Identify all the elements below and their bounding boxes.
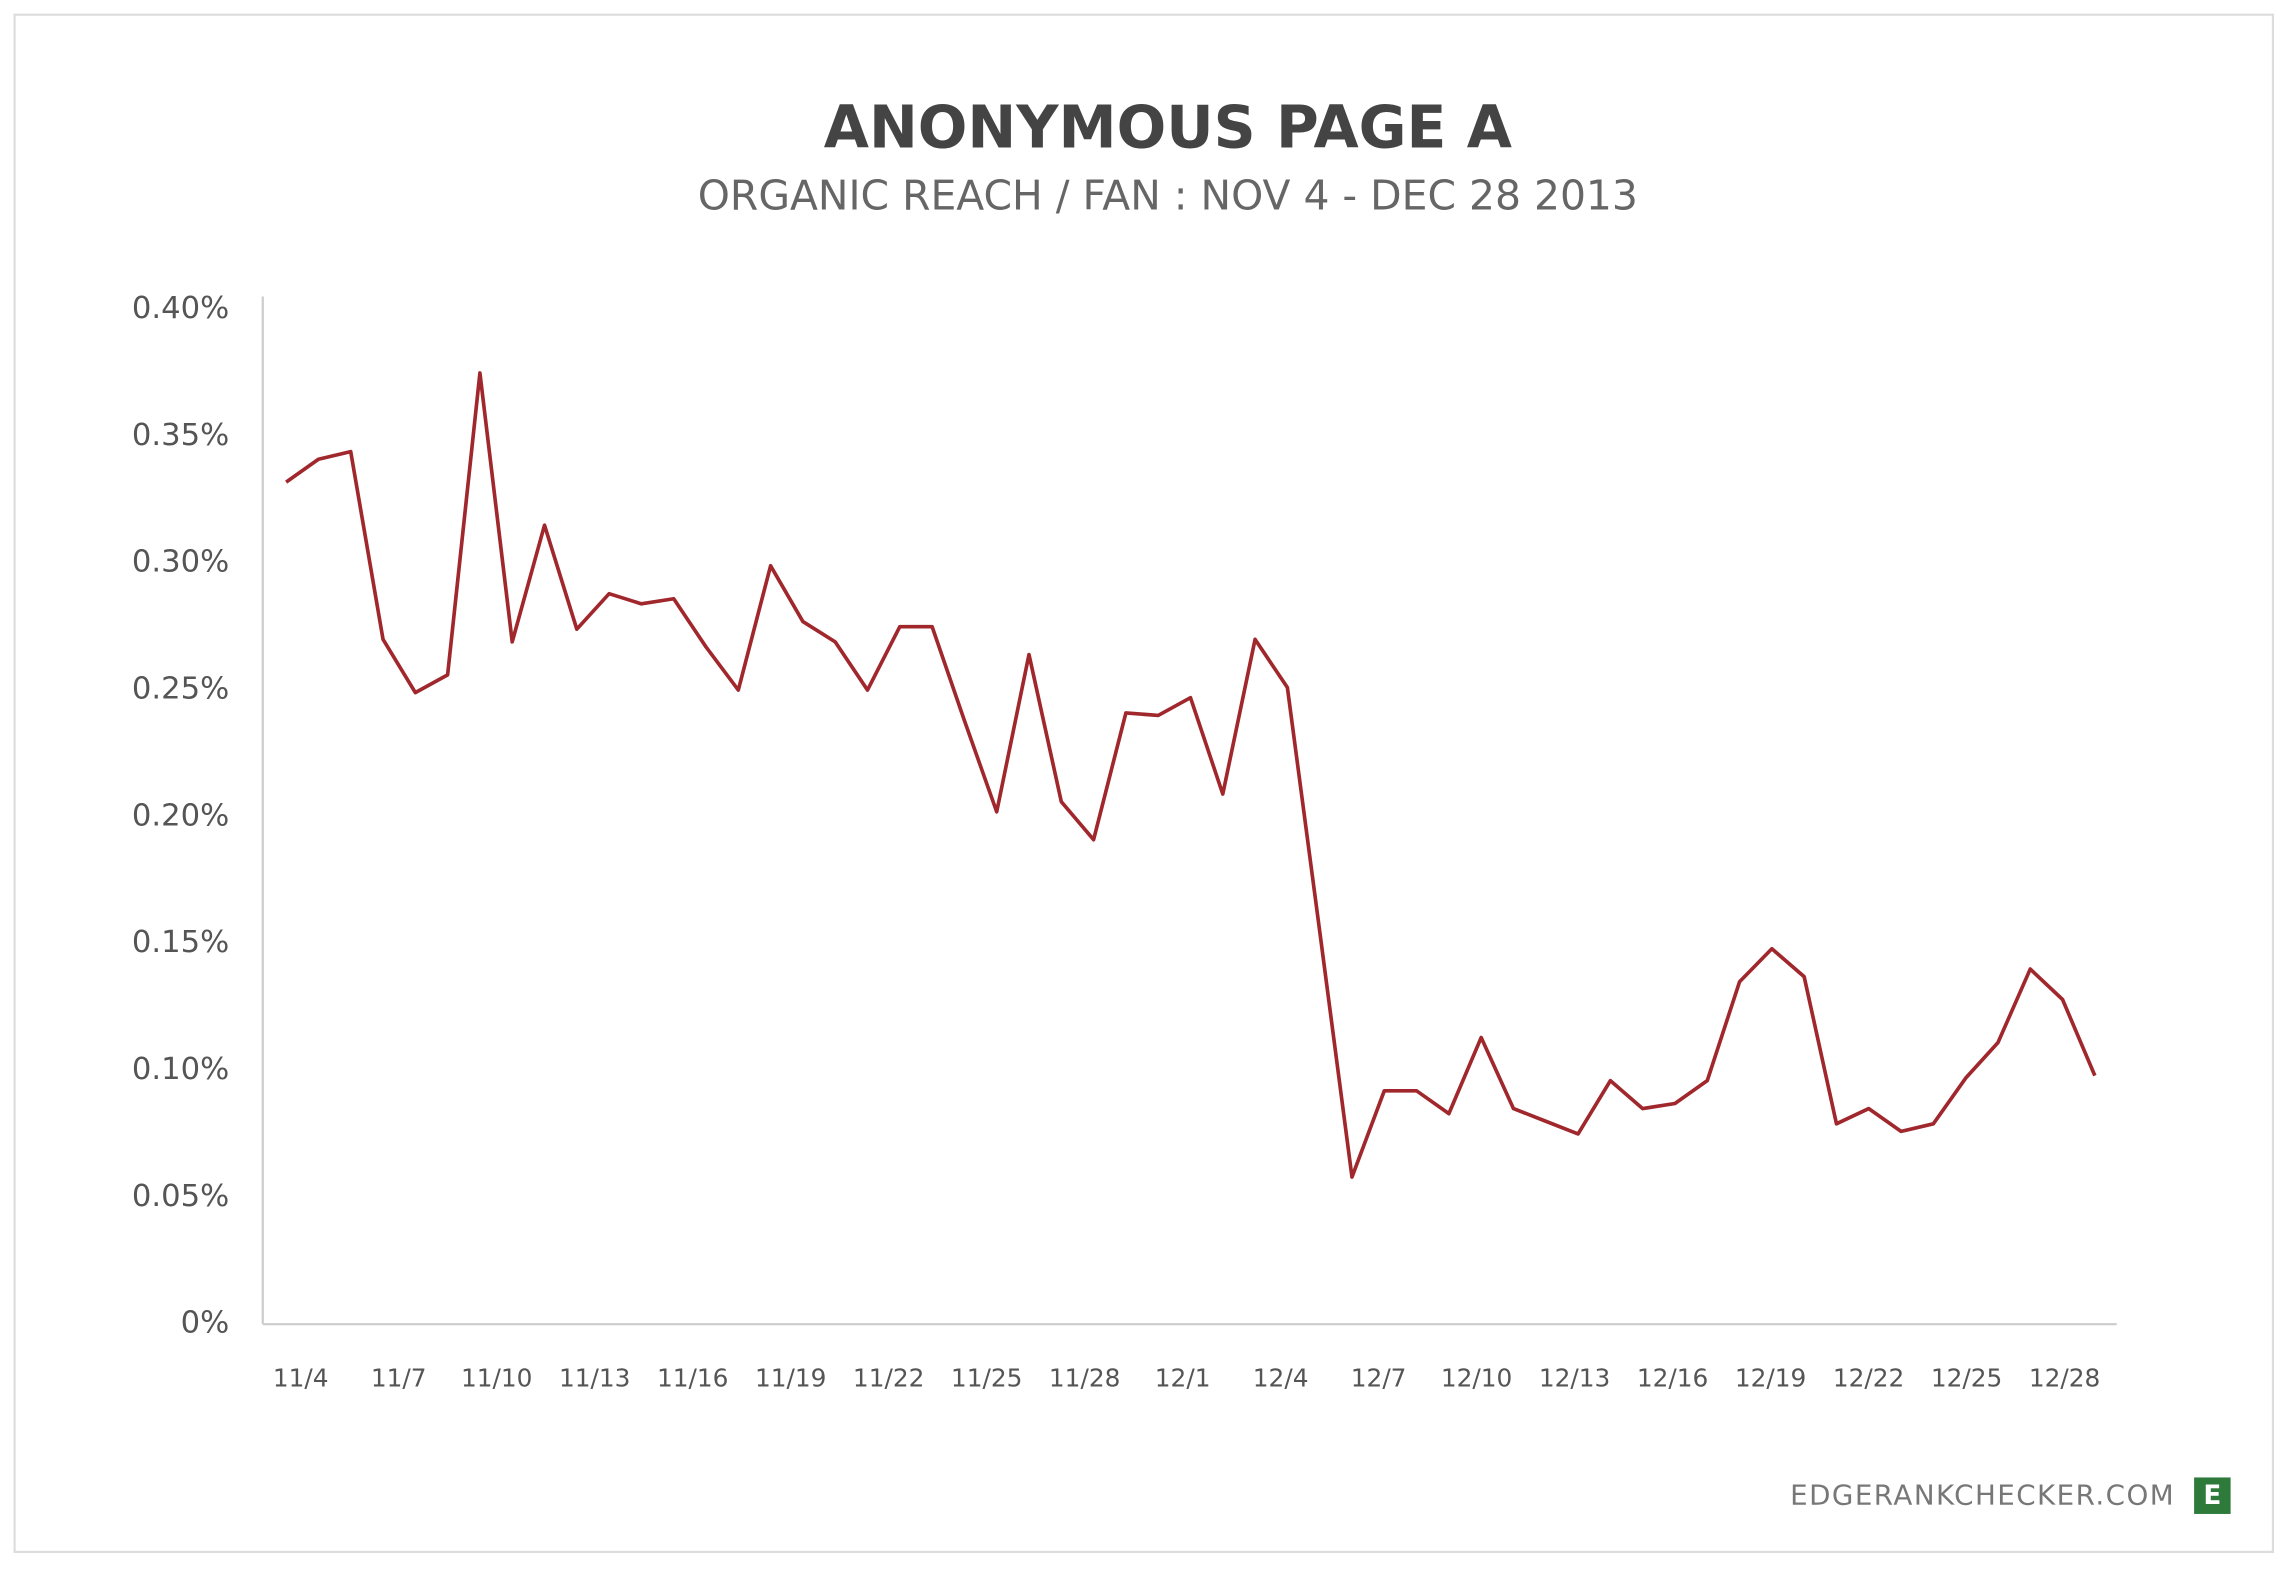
data-line [285,371,2097,1179]
x-tick-label: 12/19 [1735,1364,1806,1393]
x-tick-label: 12/13 [1539,1364,1610,1393]
y-tick-label: 0.25% [132,672,229,707]
logo-box [2194,1477,2231,1514]
x-tick-label: 11/10 [461,1364,532,1393]
chart-title: ANONYMOUS PAGE A [824,94,1512,162]
y-tick-label: 0.10% [132,1052,229,1087]
chart-subtitle: ORGANIC REACH / FAN : NOV 4 - DEC 28 201… [698,172,1638,220]
x-tick-label: 12/16 [1637,1364,1708,1393]
footer: EDGERANKCHECKER.COM [1790,1478,2175,1511]
y-tick-label: 0.30% [132,545,229,580]
x-tick-label: 11/13 [559,1364,630,1393]
x-tick-label: 12/1 [1155,1364,1211,1393]
x-tick-label: 12/25 [1931,1364,2002,1393]
x-tick-label: 12/28 [2029,1364,2100,1393]
x-tick-label: 11/19 [755,1364,826,1393]
x-tick-label: 11/16 [657,1364,728,1393]
frame [13,13,2275,1554]
x-tick-label: 12/4 [1253,1364,1309,1393]
x-tick-label: 12/10 [1441,1364,1512,1393]
x-tick-label: 12/7 [1351,1364,1407,1393]
x-tick-label: 11/28 [1049,1364,1120,1393]
y-tick-label: 0.40% [132,291,229,326]
x-tick-label: 11/22 [853,1364,924,1393]
y-tick-label: 0% [181,1306,230,1341]
x-tick-label: 12/22 [1833,1364,1904,1393]
y-tick-label: 0.35% [132,418,229,453]
y-tick-label: 0.20% [132,798,229,833]
x-tick-label: 11/4 [273,1364,329,1393]
x-tick-label: 11/25 [951,1364,1022,1393]
y-tick-label: 0.05% [132,1179,229,1214]
x-tick-label: 11/7 [371,1364,427,1393]
logo: E [2203,1481,2221,1511]
y-tick-label: 0.15% [132,925,229,960]
